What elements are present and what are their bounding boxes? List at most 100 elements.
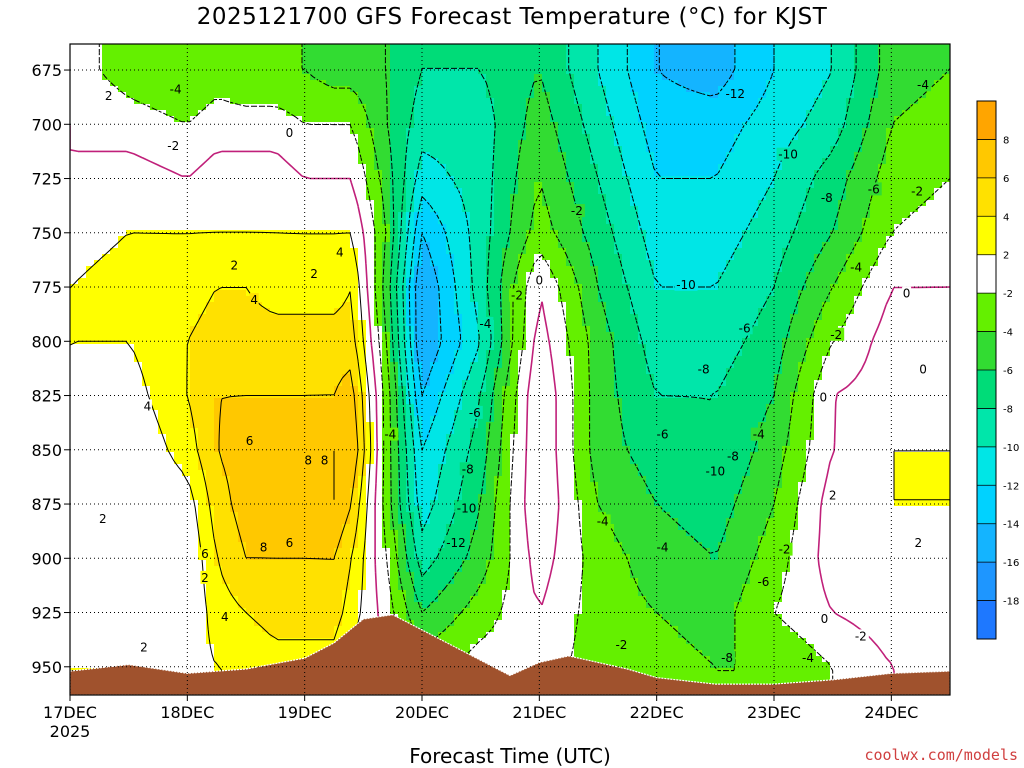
field-cell bbox=[118, 218, 127, 225]
field-cell bbox=[374, 314, 383, 321]
field-cell bbox=[358, 374, 367, 381]
field-cell bbox=[310, 584, 319, 591]
field-cell bbox=[294, 596, 303, 603]
field-cell bbox=[318, 596, 327, 603]
field-cell bbox=[254, 242, 263, 249]
field-cell bbox=[358, 464, 367, 471]
field-cell bbox=[206, 218, 215, 225]
field-cell bbox=[214, 68, 223, 75]
field-cell bbox=[294, 626, 303, 633]
field-cell bbox=[382, 572, 391, 579]
field-cell bbox=[70, 266, 79, 273]
field-cell bbox=[78, 512, 87, 519]
field-cell bbox=[94, 326, 103, 333]
field-cell bbox=[126, 188, 135, 195]
field-cell bbox=[222, 134, 231, 141]
field-cell bbox=[342, 536, 351, 543]
field-cell bbox=[350, 374, 359, 381]
field-cell bbox=[190, 332, 199, 339]
field-cell bbox=[254, 476, 263, 483]
field-cell bbox=[342, 542, 351, 549]
field-cell bbox=[270, 476, 279, 483]
field-cell bbox=[246, 308, 255, 315]
field-cell bbox=[214, 524, 223, 531]
field-cell bbox=[366, 308, 375, 315]
field-cell bbox=[294, 218, 303, 225]
field-cell bbox=[166, 500, 175, 507]
field-cell bbox=[326, 542, 335, 549]
field-cell bbox=[190, 212, 199, 219]
field-cell bbox=[134, 542, 143, 549]
field-cell bbox=[182, 602, 191, 609]
field-cell bbox=[406, 134, 415, 141]
field-cell bbox=[326, 68, 335, 75]
field-cell bbox=[318, 278, 327, 285]
field-cell bbox=[110, 452, 119, 459]
field-cell bbox=[350, 170, 359, 177]
field-cell bbox=[134, 200, 143, 207]
field-cell bbox=[198, 542, 207, 549]
field-cell bbox=[238, 164, 247, 171]
field-cell bbox=[262, 404, 271, 411]
field-cell bbox=[206, 314, 215, 321]
field-cell bbox=[158, 434, 167, 441]
field-cell bbox=[214, 584, 223, 591]
field-cell bbox=[126, 644, 135, 651]
field-cell bbox=[398, 260, 407, 267]
field-cell bbox=[166, 482, 175, 489]
field-cell bbox=[222, 332, 231, 339]
field-cell bbox=[318, 224, 327, 231]
field-cell bbox=[430, 236, 439, 243]
field-cell bbox=[374, 482, 383, 489]
field-cell bbox=[86, 470, 95, 477]
field-cell bbox=[310, 122, 319, 129]
field-cell bbox=[358, 212, 367, 219]
field-cell bbox=[102, 422, 111, 429]
field-cell bbox=[158, 536, 167, 543]
field-cell bbox=[390, 278, 399, 285]
field-cell bbox=[414, 542, 423, 549]
field-cell bbox=[222, 602, 231, 609]
field-cell bbox=[86, 416, 95, 423]
field-cell bbox=[382, 302, 391, 309]
field-cell bbox=[294, 242, 303, 249]
field-cell bbox=[358, 302, 367, 309]
field-cell bbox=[318, 578, 327, 585]
field-cell bbox=[310, 86, 319, 93]
field-cell bbox=[134, 164, 143, 171]
field-cell bbox=[166, 380, 175, 387]
field-cell bbox=[414, 140, 423, 147]
field-cell bbox=[350, 122, 359, 129]
field-cell bbox=[142, 518, 151, 525]
field-cell bbox=[182, 542, 191, 549]
field-cell bbox=[70, 446, 79, 453]
field-cell bbox=[414, 74, 423, 81]
field-cell bbox=[398, 470, 407, 477]
field-cell bbox=[254, 458, 263, 465]
field-cell bbox=[110, 254, 119, 261]
field-cell bbox=[222, 572, 231, 579]
field-cell bbox=[94, 272, 103, 279]
field-cell bbox=[174, 632, 183, 639]
field-cell bbox=[270, 356, 279, 363]
field-cell bbox=[350, 344, 359, 351]
field-cell bbox=[110, 308, 119, 315]
field-cell bbox=[286, 446, 295, 453]
field-cell bbox=[278, 446, 287, 453]
field-cell bbox=[294, 530, 303, 537]
field-cell bbox=[398, 410, 407, 417]
field-cell bbox=[102, 650, 111, 657]
field-cell bbox=[118, 344, 127, 351]
field-cell bbox=[326, 56, 335, 63]
field-cell bbox=[302, 476, 311, 483]
field-cell bbox=[110, 314, 119, 321]
field-cell bbox=[102, 638, 111, 645]
field-cell bbox=[142, 116, 151, 123]
field-cell bbox=[134, 416, 143, 423]
field-cell bbox=[126, 560, 135, 567]
field-cell bbox=[374, 452, 383, 459]
field-cell bbox=[270, 512, 279, 519]
field-cell bbox=[262, 572, 271, 579]
field-cell bbox=[310, 404, 319, 411]
field-cell bbox=[398, 488, 407, 495]
